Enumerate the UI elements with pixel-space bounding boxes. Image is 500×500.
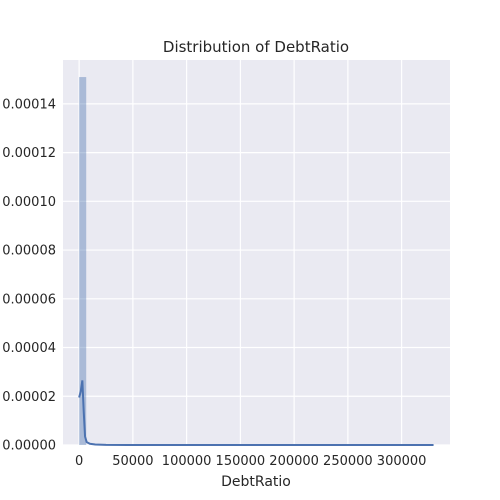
- histogram-bar: [79, 77, 87, 446]
- y-tick-label: 0.00004: [2, 341, 56, 356]
- grid-lines: [63, 60, 450, 446]
- x-tick-label: 100000: [162, 454, 212, 469]
- y-tick-label: 0.00006: [2, 292, 56, 307]
- x-tick-label: 150000: [216, 454, 266, 469]
- y-tick-label: 0.00010: [2, 195, 56, 210]
- x-tick-labels: 0 50000 100000 150000 200000 250000 300000: [75, 454, 426, 469]
- y-tick-label: 0.00008: [2, 244, 56, 259]
- x-tick-label: 200000: [269, 454, 319, 469]
- kde-line: [78, 380, 434, 446]
- y-tick-label: 0.00000: [2, 439, 56, 454]
- y-tick-labels: 0.00000 0.00002 0.00004 0.00006 0.00008 0.000…: [2, 97, 56, 453]
- y-tick-label: 0.00002: [2, 390, 56, 405]
- x-tick-label: 0: [75, 454, 83, 469]
- x-tick-label: 300000: [377, 454, 427, 469]
- y-tick-label: 0.00014: [2, 97, 56, 112]
- x-tick-label: 250000: [323, 454, 373, 469]
- x-tick-label: 50000: [112, 454, 153, 469]
- y-tick-label: 0.00012: [2, 146, 56, 161]
- chart-title: Distribution of DebtRatio: [163, 38, 349, 56]
- plot-background: [63, 60, 450, 445]
- histogram-bars: [79, 77, 87, 446]
- x-axis-label: DebtRatio: [221, 474, 291, 490]
